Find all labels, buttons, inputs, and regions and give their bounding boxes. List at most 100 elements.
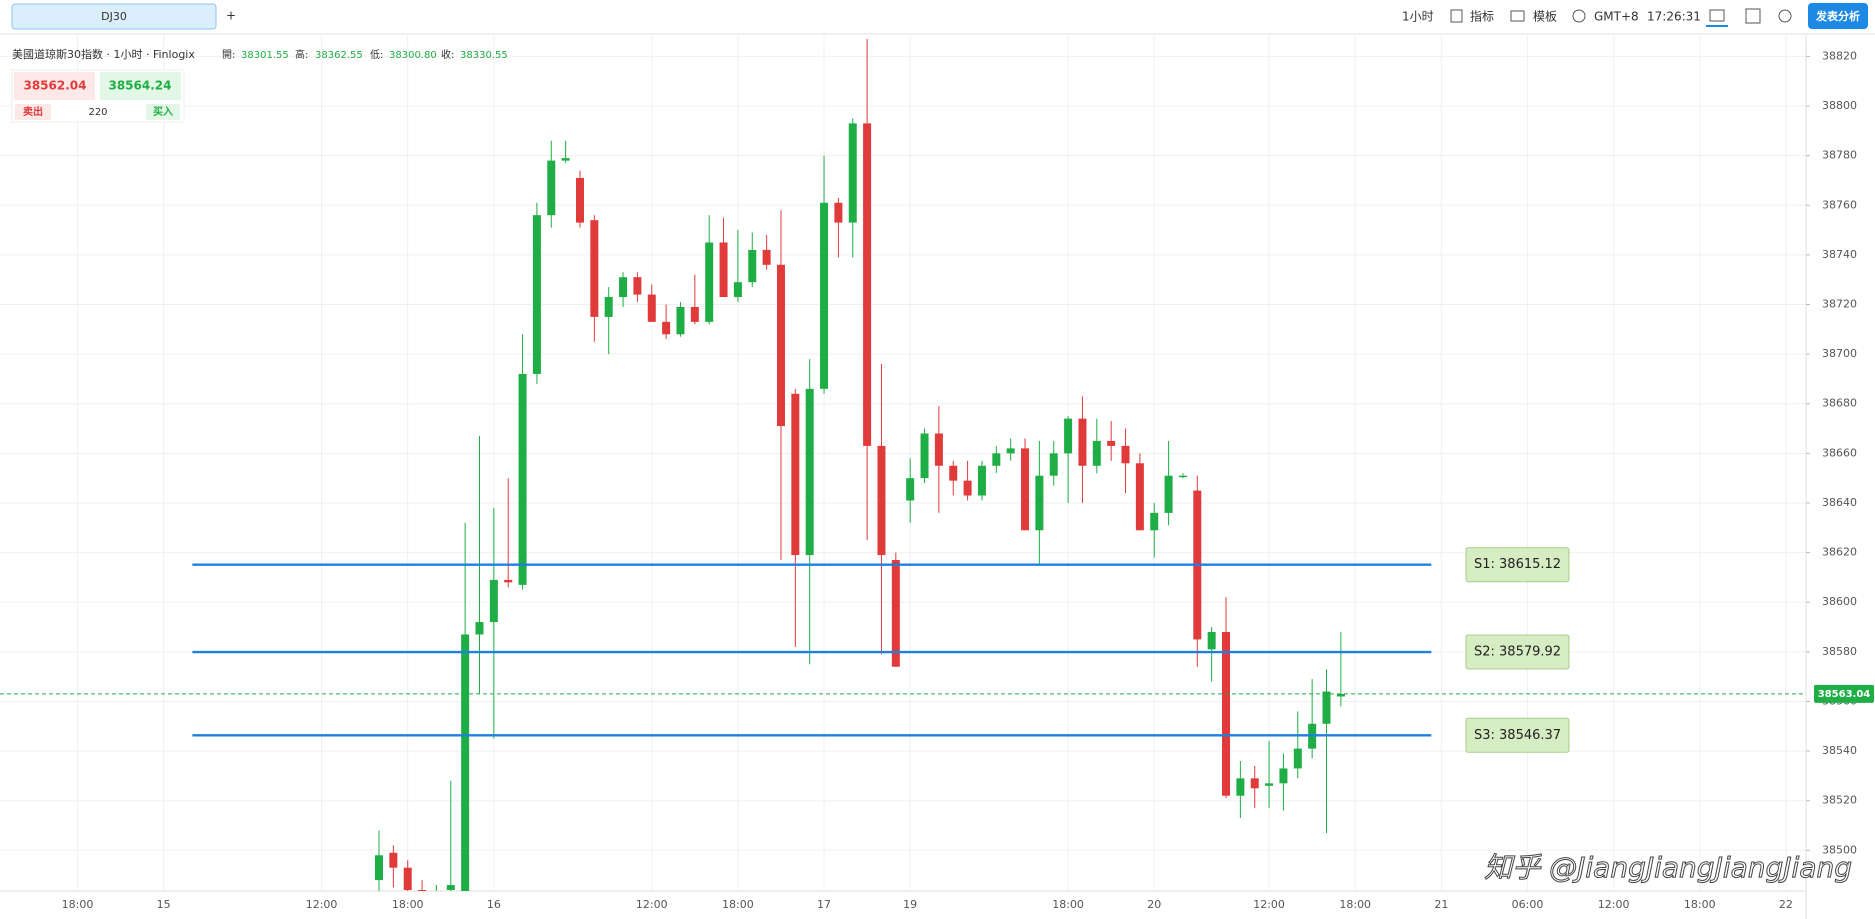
y-tick-label: 38760 [1822, 198, 1857, 211]
candle-body [561, 158, 570, 161]
open-value: 38301.55 [241, 50, 289, 61]
candle-body [1336, 693, 1345, 697]
candle-body [633, 277, 642, 295]
candle-body [863, 123, 872, 446]
buy-price[interactable]: 38564.24 [108, 79, 171, 93]
symbol-tab[interactable] [11, 3, 217, 30]
candle-body [403, 867, 412, 891]
support-label: S2: 38579.92 [1474, 645, 1561, 660]
candle-body [705, 242, 714, 322]
candle-body [1064, 418, 1073, 454]
x-tick-label: 12:00 [636, 898, 668, 911]
x-tick-label: 16 [487, 898, 501, 911]
candle-body [1322, 691, 1331, 724]
x-tick-label: 12:00 [306, 898, 338, 911]
x-tick-label: 22 [1779, 898, 1793, 911]
publish-button[interactable] [1808, 3, 1868, 29]
close-label: 收: [441, 48, 454, 61]
candle-body [1265, 783, 1274, 786]
candle-body [992, 453, 1001, 466]
candle-body [575, 177, 584, 223]
candle-body [1049, 453, 1058, 476]
candle-body [920, 433, 929, 479]
sell-label[interactable]: 卖出 [23, 105, 43, 118]
candle-body [647, 294, 656, 322]
y-tick-label: 38800 [1822, 99, 1857, 112]
globe-icon [1572, 9, 1586, 23]
template-icon [1510, 10, 1525, 22]
quote-box: 38562.04 38564.24 卖出 220 买入 [11, 69, 185, 123]
candle-body [1250, 778, 1259, 789]
candle-body [1279, 768, 1288, 784]
open-label: 開: [222, 49, 235, 61]
x-tick-label: 18:00 [392, 898, 424, 911]
tab-label[interactable]: DJ30 [101, 10, 127, 23]
candle-body [891, 560, 900, 667]
interval[interactable]: 1小时 [1402, 10, 1434, 24]
candle-body [1207, 631, 1216, 650]
candle-body [418, 890, 427, 891]
buy-button[interactable] [146, 104, 180, 120]
x-tick-label: 21 [1434, 898, 1448, 911]
y-tick-label: 38580 [1822, 645, 1857, 658]
candle-body [1121, 445, 1130, 464]
candle-body [690, 306, 699, 322]
add-tab[interactable]: + [226, 9, 236, 23]
templates[interactable]: 模板 [1533, 10, 1557, 24]
candle-body [805, 388, 814, 556]
candle-body [906, 478, 915, 501]
support-label-box [1465, 634, 1570, 670]
low-value: 38300.80 [389, 50, 437, 61]
sell-price-box[interactable] [14, 72, 95, 100]
plot-area: S1: 38615.12 S2: 38579.92 S3: 38546.37 [192, 39, 1570, 891]
candle-body [475, 622, 484, 635]
sell-button[interactable] [15, 104, 51, 120]
candle-body [446, 885, 455, 891]
candle-body [1078, 418, 1087, 466]
candle-body [1092, 440, 1101, 466]
candle-body [1164, 475, 1173, 513]
candle-body [619, 277, 628, 298]
candle-body [1035, 475, 1044, 531]
candle-body [1006, 448, 1015, 454]
candle-body [934, 433, 943, 466]
watermark: 知乎 @JiangJiangJiangJiang [1484, 851, 1852, 884]
candle-body [504, 579, 513, 583]
candle-body [1293, 748, 1302, 769]
candle-body [877, 445, 886, 556]
candle-body [762, 249, 771, 265]
x-tick-label: 12:00 [1253, 898, 1285, 911]
buy-price-box[interactable] [100, 72, 181, 100]
settings-icon[interactable] [1778, 9, 1792, 23]
high-label: 高: [295, 48, 308, 61]
y-tick-label: 38680 [1822, 397, 1857, 410]
support-label: S1: 38615.12 [1474, 557, 1561, 572]
candle-body [461, 634, 470, 891]
clock: 17:26:31 [1647, 10, 1701, 24]
support-label-box [1465, 547, 1570, 583]
candle-body [590, 220, 599, 317]
candle-body [1021, 448, 1030, 531]
candle-body [662, 321, 671, 335]
candle-body [389, 852, 398, 868]
axis-panel [1806, 35, 1875, 919]
candle-body [791, 393, 800, 556]
buy-label[interactable]: 买入 [153, 106, 173, 118]
y-tick-label: 38740 [1822, 248, 1857, 261]
layout-icon[interactable] [1709, 9, 1725, 22]
y-tick-label: 38660 [1822, 446, 1857, 459]
sell-price[interactable]: 38562.04 [23, 79, 86, 93]
candle-body [1150, 512, 1159, 531]
publish-label[interactable]: 发表分析 [1815, 9, 1860, 23]
candle-body [719, 242, 728, 298]
grid-icon[interactable] [1745, 8, 1761, 24]
info-line: 美國道琼斯30指数 · 1小时 · Finlogix 開: 38301.55 高… [12, 47, 508, 61]
high-value: 38362.55 [315, 50, 363, 61]
x-tick-label: 17 [817, 898, 831, 911]
candle-body [776, 264, 785, 427]
x-tick-label: 18:00 [722, 898, 754, 911]
timezone[interactable]: GMT+8 [1594, 10, 1639, 24]
x-tick-label: 18:00 [1339, 898, 1371, 911]
indicators[interactable]: 指标 [1470, 9, 1494, 24]
